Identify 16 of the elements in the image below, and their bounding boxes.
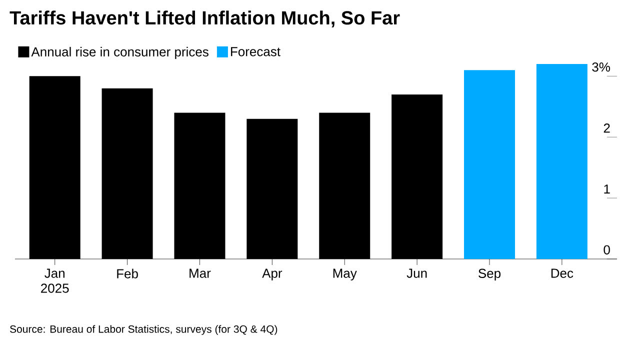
legend-label: Annual rise in consumer prices [31,46,208,60]
source-note: Source: Bureau of Labor Statistics, surveys (for 3Q & 4Q) [10,325,278,335]
legend-label: Forecast [231,47,280,56]
y-tick-label: 2 [604,124,610,133]
y-tick-label: 3% [592,62,610,72]
x-tick-label: Mar [190,268,211,278]
x-tick-label: Feb [117,268,138,278]
x-tick-label: Sep [478,268,501,281]
x-tick-label: Jun [406,268,427,278]
x-tick-label: Dec [551,268,574,278]
chart-title: Tariffs Haven't Lifted Inflation Much, So Far [10,10,400,28]
y-tick-label: 0 [604,245,610,254]
x-tick-label: May [333,268,357,280]
y-tick-label: 1 [604,184,610,194]
x-tick-label: Apr [262,268,282,280]
x-tick-label: Jan 2025 [41,268,69,293]
